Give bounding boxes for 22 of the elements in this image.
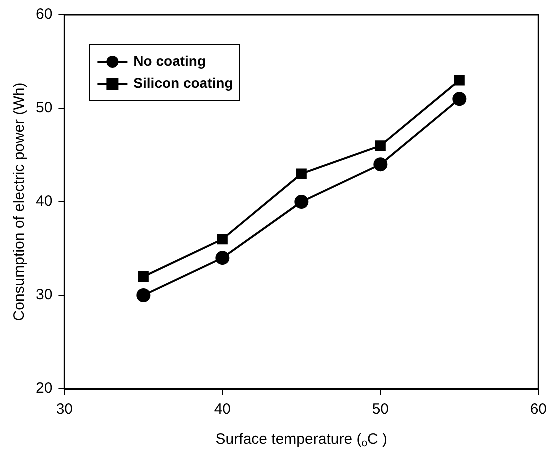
y-tick-label: 20 bbox=[36, 380, 53, 398]
legend-label: Silicon coating bbox=[134, 74, 234, 91]
point bbox=[136, 288, 151, 302]
point bbox=[374, 158, 388, 172]
point bbox=[216, 251, 230, 266]
point bbox=[452, 92, 467, 106]
x-tick-label: 50 bbox=[372, 401, 390, 418]
x-tick-label: 30 bbox=[56, 401, 74, 418]
point bbox=[296, 168, 307, 180]
y-axis-title: Consumption of electric power (Wh) bbox=[11, 82, 28, 322]
x-tick-label: 40 bbox=[214, 401, 232, 418]
point bbox=[375, 140, 386, 152]
y-tick-label: 40 bbox=[36, 193, 53, 210]
y-tick-label: 60 bbox=[36, 6, 53, 24]
x-tick-label: 60 bbox=[530, 401, 547, 418]
point bbox=[294, 195, 309, 209]
y-tick-label: 50 bbox=[36, 100, 53, 117]
point bbox=[138, 272, 149, 282]
y-tick-label: 30 bbox=[36, 286, 53, 304]
point bbox=[217, 234, 228, 245]
legend-label: No coating bbox=[134, 52, 206, 69]
point bbox=[454, 75, 465, 86]
